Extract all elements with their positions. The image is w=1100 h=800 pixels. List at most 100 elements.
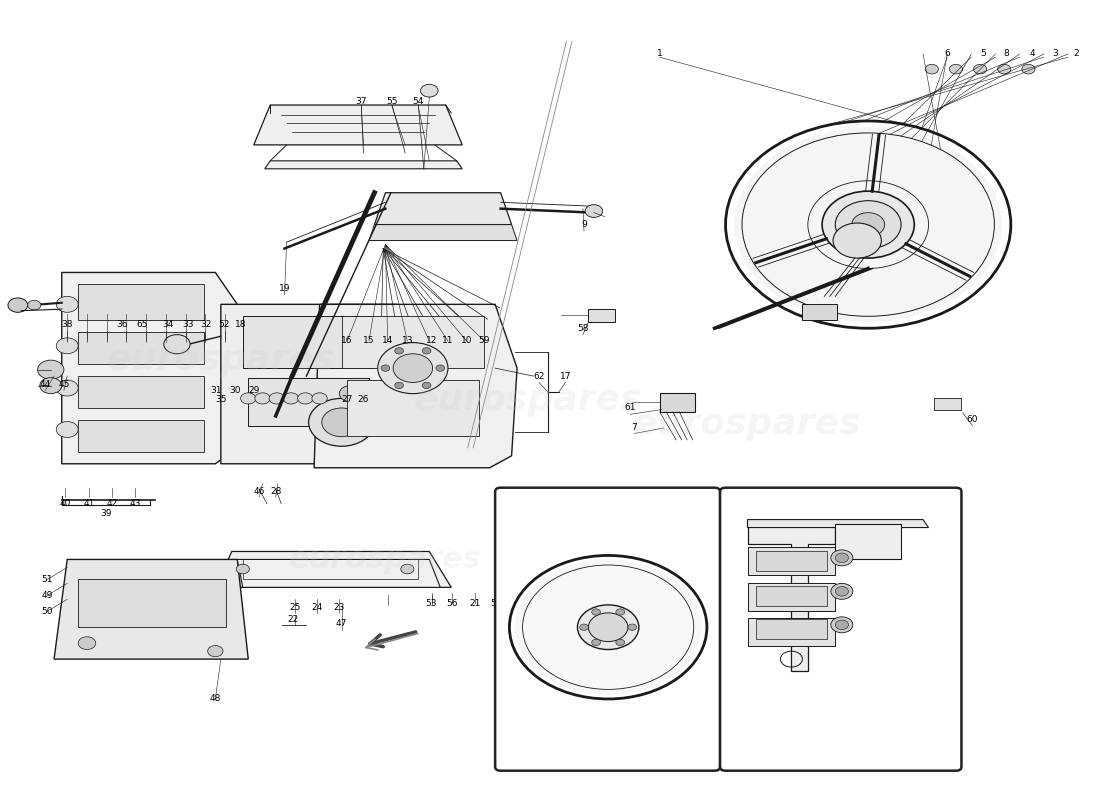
Text: 44: 44 <box>40 379 51 389</box>
Circle shape <box>56 380 78 396</box>
Circle shape <box>585 205 603 218</box>
Bar <box>78 420 205 452</box>
Polygon shape <box>374 193 512 225</box>
Text: 33: 33 <box>183 320 194 329</box>
Polygon shape <box>748 519 928 527</box>
Circle shape <box>236 564 250 574</box>
Text: 39: 39 <box>807 742 820 752</box>
Text: 46: 46 <box>253 487 265 496</box>
Text: 65: 65 <box>136 320 147 329</box>
Text: 1: 1 <box>657 49 662 58</box>
Polygon shape <box>265 161 462 169</box>
Text: 21: 21 <box>470 598 481 608</box>
Text: 3: 3 <box>1052 49 1057 58</box>
Bar <box>78 579 227 627</box>
Circle shape <box>56 422 78 438</box>
Text: eurospares: eurospares <box>634 407 861 441</box>
Text: 53: 53 <box>426 598 438 608</box>
Text: 10: 10 <box>461 336 472 345</box>
Text: GD: GD <box>830 750 851 764</box>
Text: 62: 62 <box>534 371 544 381</box>
Circle shape <box>835 553 848 562</box>
Circle shape <box>851 213 884 237</box>
Text: 35: 35 <box>216 395 227 405</box>
Bar <box>757 551 826 571</box>
Circle shape <box>833 223 881 258</box>
Polygon shape <box>748 519 835 671</box>
Circle shape <box>835 201 901 249</box>
Circle shape <box>339 386 361 402</box>
Text: 64: 64 <box>810 726 822 735</box>
Text: 4: 4 <box>1030 49 1035 58</box>
Circle shape <box>354 386 376 402</box>
Text: 59: 59 <box>478 336 490 345</box>
Circle shape <box>395 348 404 354</box>
Circle shape <box>56 338 78 354</box>
Text: 6: 6 <box>944 49 950 58</box>
Circle shape <box>925 64 938 74</box>
Circle shape <box>998 64 1011 74</box>
Text: 51: 51 <box>42 575 53 584</box>
Circle shape <box>835 620 848 630</box>
Circle shape <box>37 360 64 379</box>
Circle shape <box>309 398 374 446</box>
Text: 48: 48 <box>210 694 221 703</box>
Polygon shape <box>368 225 517 241</box>
Circle shape <box>298 393 314 404</box>
Bar <box>243 316 374 368</box>
Text: 28: 28 <box>270 487 282 496</box>
Text: 60: 60 <box>967 415 978 425</box>
Circle shape <box>8 298 28 312</box>
Polygon shape <box>221 304 412 464</box>
Text: 37: 37 <box>355 97 367 106</box>
Bar <box>249 378 368 426</box>
Polygon shape <box>315 304 517 468</box>
Text: 31: 31 <box>211 386 222 395</box>
Text: 7: 7 <box>631 423 637 433</box>
Circle shape <box>578 605 639 650</box>
Text: 47: 47 <box>336 618 348 628</box>
Text: 23: 23 <box>333 602 345 612</box>
Bar <box>588 309 615 322</box>
Circle shape <box>830 583 852 599</box>
Text: 41: 41 <box>785 726 798 735</box>
Text: 43: 43 <box>130 499 141 508</box>
Text: 40: 40 <box>59 499 70 508</box>
Circle shape <box>255 393 271 404</box>
Text: 19: 19 <box>278 284 290 293</box>
Text: 13: 13 <box>402 336 414 345</box>
Text: eurospares: eurospares <box>107 343 336 377</box>
Circle shape <box>312 393 328 404</box>
Circle shape <box>270 393 285 404</box>
Text: 34: 34 <box>163 320 174 329</box>
Circle shape <box>616 609 625 615</box>
Circle shape <box>592 639 601 646</box>
Polygon shape <box>62 273 238 464</box>
Bar <box>748 547 835 575</box>
Bar <box>78 376 205 408</box>
Circle shape <box>1022 64 1035 74</box>
Circle shape <box>830 550 852 566</box>
Text: 45: 45 <box>58 379 69 389</box>
Circle shape <box>422 382 431 389</box>
Bar <box>748 618 835 646</box>
Polygon shape <box>216 551 451 587</box>
FancyBboxPatch shape <box>495 488 720 770</box>
Text: 5: 5 <box>980 49 987 58</box>
Bar <box>757 619 826 639</box>
Circle shape <box>422 348 431 354</box>
Circle shape <box>735 127 1002 322</box>
Circle shape <box>164 334 190 354</box>
Text: 61: 61 <box>625 403 636 413</box>
Text: 30: 30 <box>229 386 241 395</box>
Bar <box>78 285 205 320</box>
Circle shape <box>616 639 625 646</box>
Text: 14: 14 <box>382 336 394 345</box>
Text: 29: 29 <box>249 386 260 395</box>
Text: 8: 8 <box>1003 49 1010 58</box>
Text: 56: 56 <box>447 598 458 608</box>
Text: 57: 57 <box>491 598 502 608</box>
Text: 42: 42 <box>107 499 118 508</box>
Circle shape <box>381 365 389 371</box>
Text: 58: 58 <box>578 324 588 333</box>
